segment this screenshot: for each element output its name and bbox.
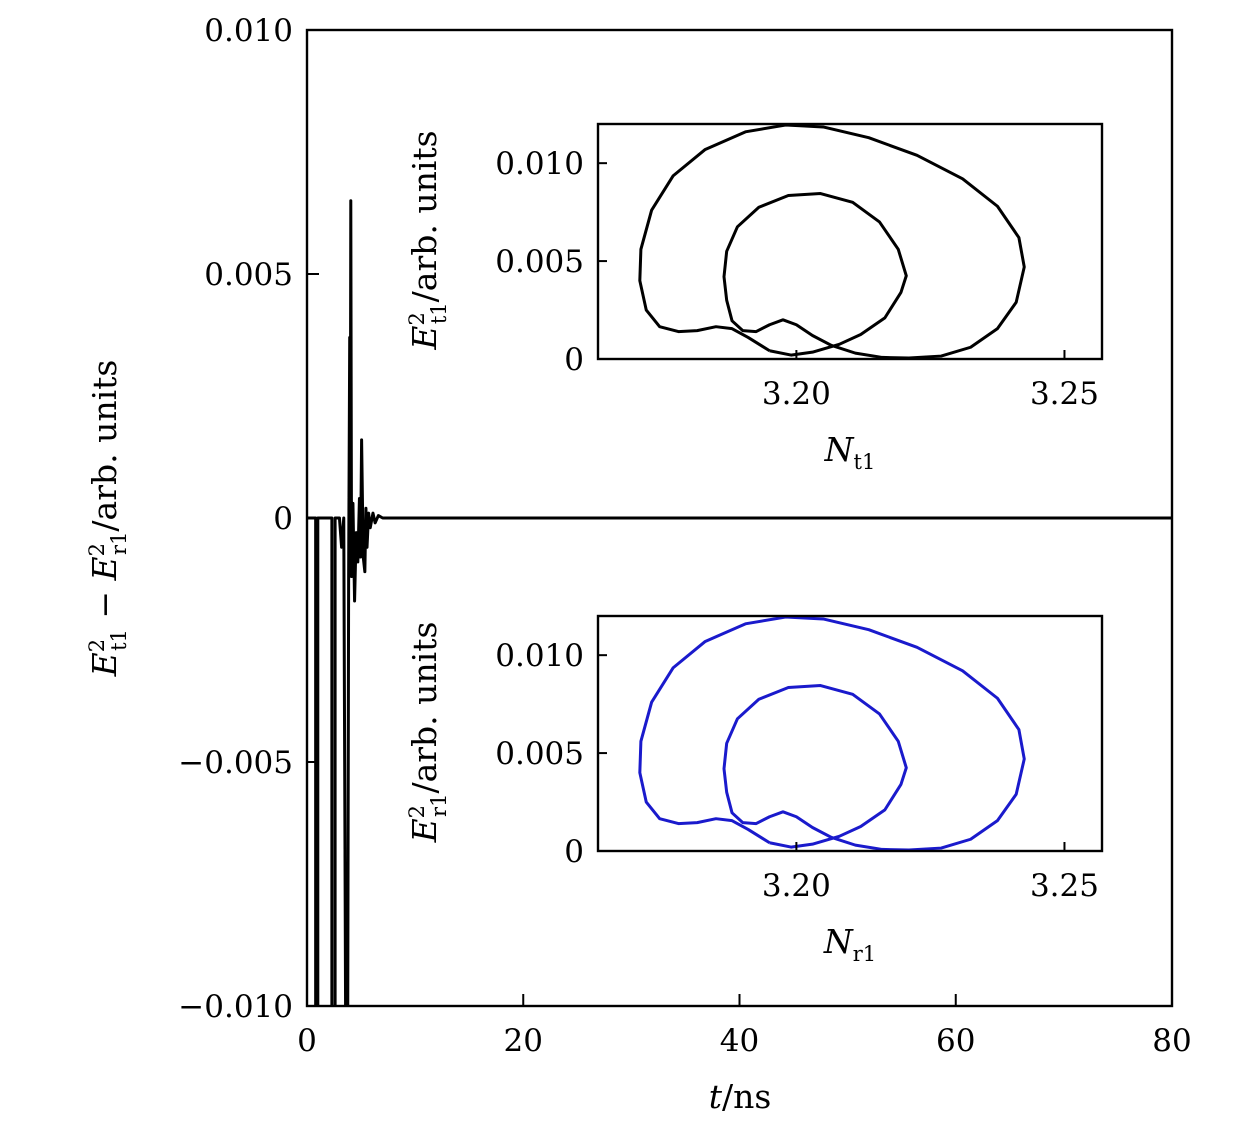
series-line: [638, 123, 1026, 360]
inset-y-label-sup: 2: [405, 805, 429, 818]
y-label-sup2: 2: [85, 543, 109, 556]
plot-frame: [596, 614, 1104, 853]
y-tick-label: 0: [564, 834, 584, 870]
x-tick-label: 3.25: [1030, 868, 1099, 904]
x-tick-label: 3.20: [762, 376, 831, 412]
inset-x-axis-label: Nr1: [823, 922, 876, 966]
x-tick-label: 20: [504, 1023, 543, 1059]
inset-y-label-sup: 2: [405, 312, 429, 325]
y-tick-label: 0: [564, 342, 584, 378]
inset-x-label-sub: r1: [853, 942, 876, 966]
inset-y-label-unit: /arb. units: [405, 130, 444, 302]
x-tick-label: 80: [1152, 1023, 1191, 1059]
x-axis-label-var: t: [709, 1077, 723, 1116]
x-tick-label: 0: [297, 1023, 317, 1059]
plot-area: [598, 616, 1102, 851]
x-tick-label: 3.25: [1030, 376, 1099, 412]
inset-y-label-sub: t1: [427, 302, 451, 324]
x-axis-label: t/ns: [709, 1077, 772, 1116]
y-tick-label: 0: [273, 501, 293, 537]
inset-y-label-e: E: [405, 326, 444, 351]
y-tick-label: 0.010: [495, 146, 584, 182]
y-label-minus: −: [85, 580, 124, 629]
inset-x-label-sub: t1: [854, 450, 876, 474]
inset-x-axis-label: Nt1: [824, 430, 876, 474]
inset-y-label-unit: /arb. units: [405, 622, 444, 794]
plot-frame: [596, 122, 1104, 361]
y-label-sub1: t1: [107, 629, 131, 651]
y-tick-label: 0.005: [204, 257, 293, 293]
x-axis-label-unit: /ns: [722, 1077, 771, 1116]
y-tick-label: 0.005: [495, 244, 584, 280]
y-tick-label: 0.010: [495, 638, 584, 674]
y-tick-label: 0.010: [204, 13, 293, 49]
y-label-e1: E: [85, 652, 124, 677]
inset-y-axis-label: E2r1/arb. units: [405, 622, 451, 844]
x-tick-label: 3.20: [762, 868, 831, 904]
y-label-unit: /arb. units: [85, 360, 124, 532]
plot-area: [598, 124, 1102, 359]
inset-x-label-n: N: [824, 430, 855, 469]
y-tick-label: 0.005: [495, 736, 584, 772]
inset-x-label-n: N: [823, 922, 854, 961]
x-tick-label: 60: [936, 1023, 975, 1059]
y-axis-label: E2t1 − E2r1/arb. units: [85, 360, 131, 678]
inset-y-label-e: E: [405, 818, 444, 843]
y-label-sup1: 2: [85, 639, 109, 652]
series-line: [638, 615, 1026, 852]
inset-y-label-sub: r1: [427, 794, 451, 817]
y-tick-label: −0.010: [178, 989, 293, 1025]
y-label-e2: E: [85, 556, 124, 581]
inset-y-axis-label: E2t1/arb. units: [405, 130, 451, 350]
x-tick-label: 40: [720, 1023, 759, 1059]
y-tick-label: −0.005: [178, 745, 293, 781]
series-line: [307, 199, 1172, 1006]
y-label-sub2: r1: [107, 532, 131, 555]
